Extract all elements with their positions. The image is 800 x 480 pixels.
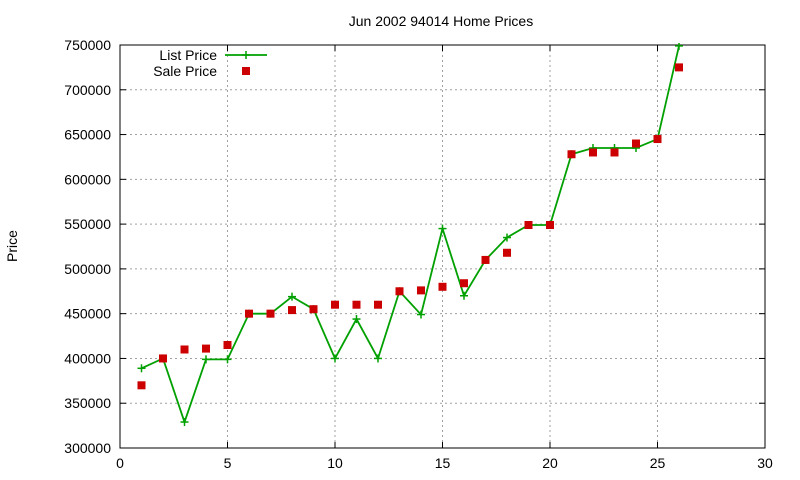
grid xyxy=(120,45,765,448)
legend-label: Sale Price xyxy=(153,63,217,79)
x-tick-label: 20 xyxy=(542,455,558,471)
list-price-point xyxy=(352,315,361,324)
sale-price-point xyxy=(481,255,490,264)
x-tick-label: 30 xyxy=(757,455,773,471)
list-price-point xyxy=(503,233,511,242)
sale-price-point xyxy=(524,221,533,230)
list-price-point xyxy=(137,364,146,373)
series-layer xyxy=(137,43,683,427)
list-price-point xyxy=(460,291,468,300)
y-tick-label: 650000 xyxy=(64,127,111,143)
sale-price-point xyxy=(653,135,662,144)
list-price-point xyxy=(202,355,210,364)
list-price-point xyxy=(288,292,296,301)
sale-price-point xyxy=(395,287,404,296)
sale-price-point xyxy=(288,306,296,315)
legend-square-marker xyxy=(242,67,250,75)
sale-price-point xyxy=(417,286,425,295)
y-tick-label: 300000 xyxy=(64,440,111,456)
x-tick-label: 10 xyxy=(327,455,343,471)
plot-frame xyxy=(119,44,766,449)
sale-price-point xyxy=(503,248,511,257)
sale-price-point xyxy=(180,345,189,354)
list-price-point xyxy=(438,224,447,233)
sale-price-point xyxy=(610,148,619,157)
sale-price-point xyxy=(460,279,468,288)
sale-price-point xyxy=(137,381,146,390)
list-price-point xyxy=(417,310,425,319)
y-tick-label: 600000 xyxy=(64,171,111,187)
legend-plus-marker xyxy=(242,51,250,59)
x-tick-label: 0 xyxy=(116,455,124,471)
y-tick-label: 400000 xyxy=(64,350,111,366)
list-price-point xyxy=(180,418,189,427)
y-tick-label: 750000 xyxy=(64,37,111,53)
sale-price-point xyxy=(266,309,275,318)
sale-price-point xyxy=(352,300,361,309)
legend-label: List Price xyxy=(159,47,217,63)
y-axis-label: Price xyxy=(4,230,20,262)
y-tick-label: 550000 xyxy=(64,216,111,232)
y-tick-label: 700000 xyxy=(64,82,111,98)
sale-price-point xyxy=(223,341,232,350)
axis-ticks: 300000 350000 400000 450000 500000 550000 6000… xyxy=(64,37,773,471)
x-tick-label: 25 xyxy=(650,455,666,471)
sale-price-point xyxy=(202,344,210,353)
sale-price-point xyxy=(309,305,318,314)
y-tick-label: 450000 xyxy=(64,306,111,322)
sale-price-point xyxy=(675,63,683,72)
y-tick-label: 500000 xyxy=(64,261,111,277)
sale-price-point xyxy=(159,354,167,363)
list-price-point xyxy=(331,354,339,363)
sale-price-point xyxy=(438,282,447,291)
sale-price-point xyxy=(374,300,382,309)
sale-price-point xyxy=(589,148,597,157)
x-tick-label: 15 xyxy=(435,455,451,471)
y-tick-label: 350000 xyxy=(64,395,111,411)
sale-price-point xyxy=(546,221,554,230)
sale-price-point xyxy=(245,309,253,318)
list-price-point xyxy=(675,43,683,50)
sale-price-point xyxy=(567,150,576,159)
x-tick-label: 5 xyxy=(224,455,232,471)
sale-price-point xyxy=(632,139,640,148)
chart-title: Jun 2002 94014 Home Prices xyxy=(349,13,533,29)
list-price-point xyxy=(223,355,232,364)
sale-price-point xyxy=(331,300,339,309)
list-price-point xyxy=(374,354,382,363)
